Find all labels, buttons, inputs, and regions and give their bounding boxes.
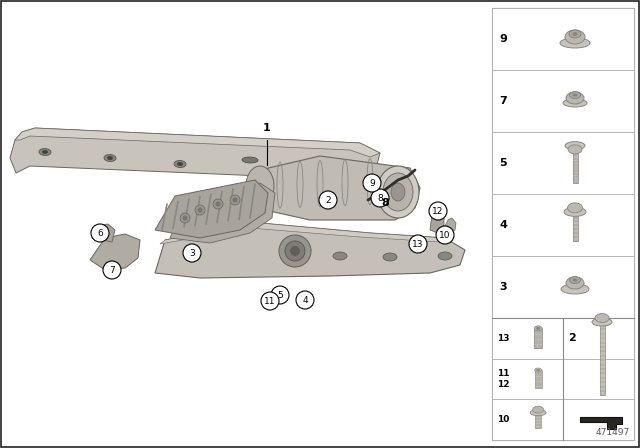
FancyBboxPatch shape xyxy=(573,152,577,183)
Polygon shape xyxy=(155,223,465,278)
Ellipse shape xyxy=(563,99,587,107)
FancyBboxPatch shape xyxy=(600,325,605,395)
Polygon shape xyxy=(250,156,420,220)
Ellipse shape xyxy=(566,92,584,104)
Text: 6: 6 xyxy=(97,228,103,237)
Text: 13: 13 xyxy=(497,334,509,343)
Circle shape xyxy=(363,174,381,192)
Circle shape xyxy=(230,195,240,205)
Text: 4: 4 xyxy=(302,296,308,305)
Polygon shape xyxy=(15,128,380,157)
Circle shape xyxy=(213,199,223,209)
FancyBboxPatch shape xyxy=(492,194,634,256)
Ellipse shape xyxy=(246,166,274,206)
Circle shape xyxy=(319,191,337,209)
Text: 3: 3 xyxy=(499,282,507,292)
FancyBboxPatch shape xyxy=(492,8,634,440)
Text: 8: 8 xyxy=(381,198,389,208)
Ellipse shape xyxy=(333,252,347,260)
Text: 12: 12 xyxy=(432,207,444,215)
Circle shape xyxy=(290,246,300,256)
Text: 11: 11 xyxy=(264,297,276,306)
Polygon shape xyxy=(10,128,380,180)
FancyBboxPatch shape xyxy=(492,318,563,359)
Text: 3: 3 xyxy=(189,249,195,258)
Ellipse shape xyxy=(570,276,580,284)
Circle shape xyxy=(91,224,109,242)
Ellipse shape xyxy=(536,369,540,371)
Ellipse shape xyxy=(383,253,397,261)
Text: 13: 13 xyxy=(412,240,424,249)
Text: 9: 9 xyxy=(369,178,375,188)
FancyBboxPatch shape xyxy=(563,399,634,440)
Circle shape xyxy=(198,207,202,212)
Circle shape xyxy=(183,244,201,262)
FancyBboxPatch shape xyxy=(492,132,634,194)
Circle shape xyxy=(436,226,454,244)
Polygon shape xyxy=(444,218,456,234)
Text: 5: 5 xyxy=(277,290,283,300)
Ellipse shape xyxy=(564,207,586,216)
Text: 2: 2 xyxy=(325,195,331,204)
Ellipse shape xyxy=(568,145,582,154)
Polygon shape xyxy=(580,417,622,429)
Ellipse shape xyxy=(568,203,582,213)
Ellipse shape xyxy=(377,166,419,218)
Text: 5: 5 xyxy=(499,158,507,168)
Polygon shape xyxy=(155,180,268,238)
Circle shape xyxy=(195,205,205,215)
Text: 8: 8 xyxy=(377,194,383,202)
Ellipse shape xyxy=(573,32,577,36)
Circle shape xyxy=(409,235,427,253)
Ellipse shape xyxy=(595,314,609,323)
FancyBboxPatch shape xyxy=(573,214,577,241)
Ellipse shape xyxy=(566,277,584,289)
Ellipse shape xyxy=(565,30,585,44)
Ellipse shape xyxy=(104,155,116,162)
FancyBboxPatch shape xyxy=(492,256,634,318)
Ellipse shape xyxy=(107,156,113,160)
Ellipse shape xyxy=(242,157,258,163)
Circle shape xyxy=(216,202,221,207)
Text: 10: 10 xyxy=(497,415,509,424)
Ellipse shape xyxy=(565,142,585,150)
Ellipse shape xyxy=(560,38,590,48)
FancyBboxPatch shape xyxy=(534,370,541,388)
Circle shape xyxy=(296,291,314,309)
Circle shape xyxy=(279,235,311,267)
Circle shape xyxy=(180,213,190,223)
Text: 10: 10 xyxy=(439,231,451,240)
FancyBboxPatch shape xyxy=(563,359,634,399)
FancyBboxPatch shape xyxy=(563,318,634,359)
Ellipse shape xyxy=(177,162,183,166)
Text: 4: 4 xyxy=(499,220,507,230)
Text: 2: 2 xyxy=(568,333,576,343)
Ellipse shape xyxy=(391,183,405,201)
Ellipse shape xyxy=(39,148,51,155)
Polygon shape xyxy=(92,224,115,242)
Ellipse shape xyxy=(569,30,581,38)
Polygon shape xyxy=(430,211,444,233)
FancyBboxPatch shape xyxy=(492,70,634,132)
Ellipse shape xyxy=(532,406,543,413)
FancyBboxPatch shape xyxy=(492,8,634,70)
Ellipse shape xyxy=(174,160,186,168)
Ellipse shape xyxy=(534,368,541,372)
FancyBboxPatch shape xyxy=(492,359,563,399)
Ellipse shape xyxy=(536,327,540,330)
Circle shape xyxy=(182,215,188,220)
Circle shape xyxy=(285,241,305,261)
FancyBboxPatch shape xyxy=(535,414,541,428)
Text: 471497: 471497 xyxy=(596,428,630,437)
FancyBboxPatch shape xyxy=(492,399,563,440)
Ellipse shape xyxy=(438,252,452,260)
Circle shape xyxy=(271,286,289,304)
Ellipse shape xyxy=(573,94,577,96)
Circle shape xyxy=(103,261,121,279)
Ellipse shape xyxy=(592,318,612,326)
Circle shape xyxy=(429,202,447,220)
Text: 11
12: 11 12 xyxy=(497,369,509,389)
Ellipse shape xyxy=(383,173,413,211)
Circle shape xyxy=(371,189,389,207)
